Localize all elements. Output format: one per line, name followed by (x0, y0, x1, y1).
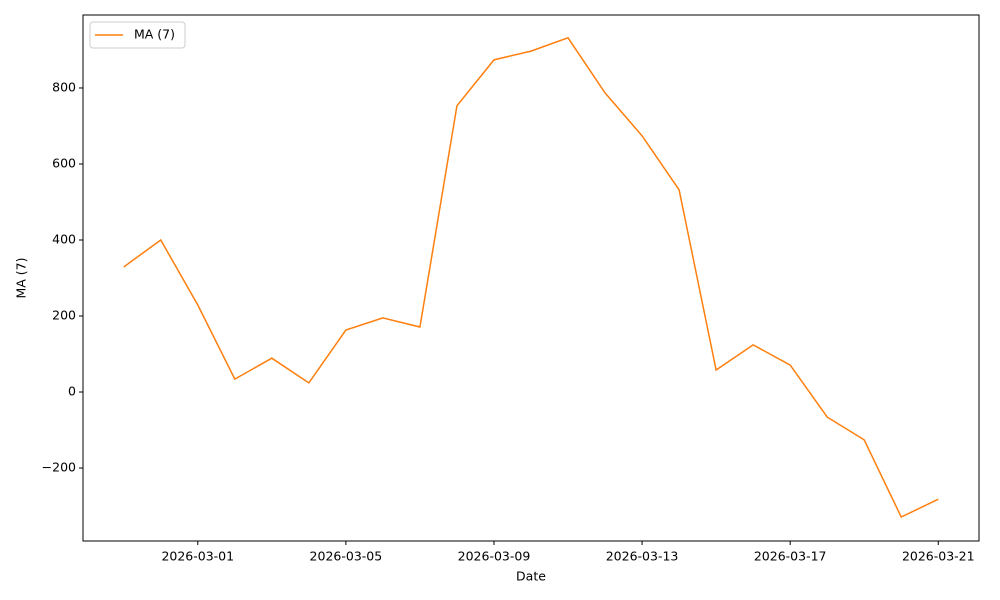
plot-frame (82, 14, 980, 542)
y-tick-label: 600 (52, 155, 76, 170)
x-tick-label: 2026-03-13 (606, 549, 679, 564)
x-tick-label: 2026-03-21 (902, 549, 975, 564)
x-tick-label: 2026-03-17 (754, 549, 827, 564)
y-tick-label: 200 (52, 308, 76, 323)
y-tick-label: 800 (52, 79, 76, 94)
y-tick-label: 0 (68, 384, 76, 399)
y-axis-label: MA (7) (14, 257, 29, 298)
x-tick-label: 2026-03-01 (161, 549, 234, 564)
line-series (123, 36, 939, 519)
x-tick-label: 2026-03-05 (310, 549, 383, 564)
x-tick-label: 2026-03-09 (458, 549, 531, 564)
legend-label: MA (7) (134, 27, 175, 42)
y-tick-label: 400 (52, 231, 76, 246)
y-tick-label: −200 (42, 460, 76, 475)
legend-box (89, 21, 186, 49)
x-axis-label: Date (516, 569, 546, 584)
